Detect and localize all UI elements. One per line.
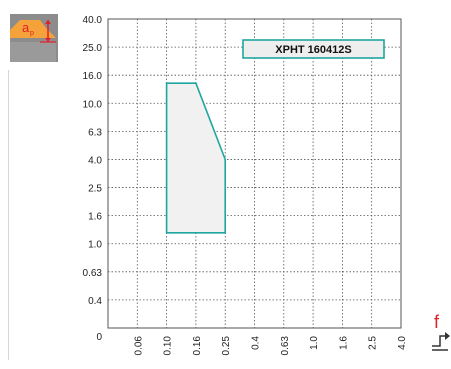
ap-subscript: p	[30, 30, 34, 37]
legend-box	[242, 39, 385, 59]
x-tick-label: 2.5	[368, 336, 379, 350]
y-tick-label: 2.5	[88, 184, 102, 195]
y-tick-label: 0	[96, 332, 102, 343]
x-tick-label: 4.0	[397, 336, 408, 350]
y-tick-label: 16.0	[83, 71, 103, 82]
y-tick-label: 4.0	[88, 155, 102, 166]
y-tick-label: 40.0	[83, 15, 103, 26]
x-tick-label: 0.10	[163, 336, 174, 356]
legend-label: XPHT 160412S	[275, 44, 351, 56]
feed-label: f	[434, 312, 440, 332]
y-tick-label: 6.3	[88, 127, 102, 138]
y-tick-label: 10.0	[83, 99, 103, 110]
y-tick-label: 1.0	[88, 240, 102, 251]
y-tick-label: 25.0	[83, 43, 103, 54]
x-tick-label: 0.06	[133, 336, 144, 356]
y-tick-label: 0.4	[88, 296, 102, 307]
x-tick-label: 0.25	[221, 336, 232, 356]
x-tick-label: 0.16	[192, 336, 203, 356]
y-tick-label: 1.6	[88, 212, 102, 223]
side-divider	[8, 70, 9, 360]
x-tick-label: 0.63	[280, 336, 291, 356]
x-tick-label: 1.6	[338, 336, 349, 350]
application-range-area	[165, 82, 226, 234]
feed-direction-icon: f	[432, 312, 450, 351]
depth-of-cut-icon: a p	[10, 14, 58, 62]
y-tick-label: 0.63	[83, 268, 103, 279]
x-tick-label: 0.4	[251, 336, 262, 350]
x-tick-label: 1.0	[309, 336, 320, 350]
ap-label: a	[22, 20, 30, 35]
